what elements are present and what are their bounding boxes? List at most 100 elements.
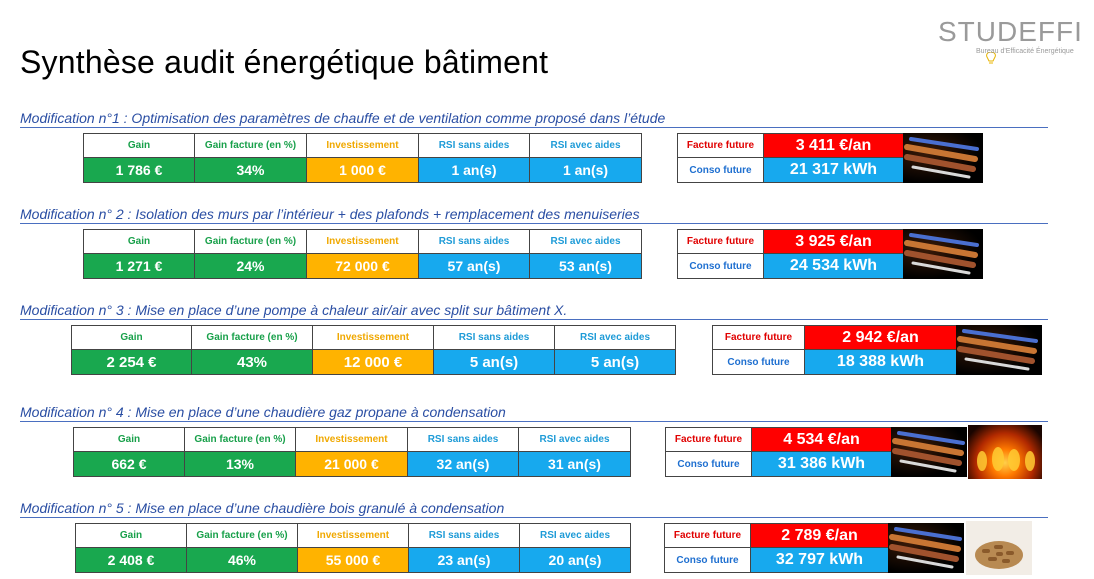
- value-conso-future: 31 386 kWh: [751, 451, 892, 477]
- value-rsi-avec-aides: 31 an(s): [518, 451, 631, 477]
- value-facture-future: 2 789 €/an: [750, 523, 889, 548]
- header-gain-facture: Gain facture (en %): [194, 229, 307, 254]
- modification-5-table: Gain Gain facture (en %) Investissement …: [75, 523, 631, 573]
- value-gain-facture: 13%: [184, 451, 296, 477]
- label-facture-future: Facture future: [665, 427, 752, 452]
- value-facture-future: 2 942 €/an: [804, 325, 957, 350]
- value-gain-facture: 46%: [186, 547, 298, 573]
- logo-subtitle: Bureau d'Efficacité Énergétique: [976, 48, 1074, 55]
- value-conso-future: 24 534 kWh: [763, 253, 904, 279]
- header-rsi-avec-aides: RSI avec aides: [519, 523, 631, 548]
- header-rsi-avec-aides: RSI avec aides: [554, 325, 676, 350]
- page-title: Synthèse audit énergétique bâtiment: [20, 44, 549, 80]
- value-investissement: 12 000 €: [312, 349, 434, 375]
- value-gain-facture: 34%: [194, 157, 307, 183]
- value-gain-facture: 43%: [191, 349, 313, 375]
- value-facture-future: 3 925 €/an: [763, 229, 904, 254]
- value-conso-future: 21 317 kWh: [763, 157, 904, 183]
- label-conso-future: Conso future: [664, 547, 751, 573]
- header-gain: Gain: [75, 523, 187, 548]
- value-rsi-sans-aides: 1 an(s): [418, 157, 530, 183]
- value-rsi-sans-aides: 57 an(s): [418, 253, 530, 279]
- modification-3-table: Gain Gain facture (en %) Investissement …: [71, 325, 676, 375]
- value-gain-facture: 24%: [194, 253, 307, 279]
- header-gain-facture: Gain facture (en %): [194, 133, 307, 158]
- value-rsi-sans-aides: 23 an(s): [408, 547, 520, 573]
- lightbulb-icon: [986, 52, 996, 64]
- modification-4-title: Modification n° 4 : Mise en place d’une …: [20, 404, 506, 420]
- modification-2-title: Modification n° 2 : Isolation des murs p…: [20, 206, 640, 222]
- value-conso-future: 32 797 kWh: [750, 547, 889, 573]
- value-gain: 1 786 €: [83, 157, 195, 183]
- label-conso-future: Conso future: [712, 349, 805, 375]
- modification-1-title: Modification n°1 : Optimisation des para…: [20, 110, 666, 126]
- header-gain: Gain: [83, 229, 195, 254]
- value-rsi-sans-aides: 5 an(s): [433, 349, 555, 375]
- value-investissement: 1 000 €: [306, 157, 419, 183]
- header-investissement: Investissement: [306, 133, 419, 158]
- label-facture-future: Facture future: [677, 229, 764, 254]
- value-rsi-avec-aides: 53 an(s): [529, 253, 642, 279]
- value-gain: 2 408 €: [75, 547, 187, 573]
- header-investissement: Investissement: [306, 229, 419, 254]
- studeffi-logo: STUDEFFI Bureau d'Efficacité Énergétique: [936, 14, 1082, 64]
- value-investissement: 21 000 €: [295, 451, 408, 477]
- header-rsi-sans-aides: RSI sans aides: [408, 523, 520, 548]
- gas-flame-image: [968, 425, 1042, 479]
- value-rsi-avec-aides: 5 an(s): [554, 349, 676, 375]
- header-rsi-avec-aides: RSI avec aides: [529, 229, 642, 254]
- value-rsi-sans-aides: 32 an(s): [407, 451, 519, 477]
- modification-4-table: Gain Gain facture (en %) Investissement …: [73, 427, 631, 477]
- divider: [20, 127, 1048, 128]
- copper-pipes-image: [903, 133, 983, 183]
- value-investissement: 72 000 €: [306, 253, 419, 279]
- value-gain: 662 €: [73, 451, 185, 477]
- label-facture-future: Facture future: [677, 133, 764, 158]
- modification-5-title: Modification n° 5 : Mise en place d’une …: [20, 500, 505, 516]
- label-conso-future: Conso future: [677, 253, 764, 279]
- header-rsi-sans-aides: RSI sans aides: [418, 229, 530, 254]
- header-gain: Gain: [83, 133, 195, 158]
- value-rsi-avec-aides: 20 an(s): [519, 547, 631, 573]
- copper-pipes-image: [888, 523, 964, 573]
- modification-3-title: Modification n° 3 : Mise en place d’une …: [20, 302, 568, 318]
- header-investissement: Investissement: [312, 325, 434, 350]
- header-rsi-sans-aides: RSI sans aides: [433, 325, 555, 350]
- label-conso-future: Conso future: [665, 451, 752, 477]
- label-facture-future: Facture future: [712, 325, 805, 350]
- header-gain: Gain: [73, 427, 185, 452]
- logo-text: STUDEFFI: [938, 16, 1083, 47]
- header-gain-facture: Gain facture (en %): [186, 523, 298, 548]
- modification-1-future-table: Facture future 3 411 €/an Conso future 2…: [677, 133, 904, 183]
- modification-1-table: Gain Gain facture (en %) Investissement …: [83, 133, 642, 183]
- value-facture-future: 4 534 €/an: [751, 427, 892, 452]
- value-investissement: 55 000 €: [297, 547, 409, 573]
- modification-2-future-table: Facture future 3 925 €/an Conso future 2…: [677, 229, 904, 279]
- value-gain: 1 271 €: [83, 253, 195, 279]
- modification-2-table: Gain Gain facture (en %) Investissement …: [83, 229, 642, 279]
- copper-pipes-image: [956, 325, 1042, 375]
- value-rsi-avec-aides: 1 an(s): [529, 157, 642, 183]
- header-gain: Gain: [71, 325, 192, 350]
- label-conso-future: Conso future: [677, 157, 764, 183]
- header-investissement: Investissement: [297, 523, 409, 548]
- header-rsi-sans-aides: RSI sans aides: [418, 133, 530, 158]
- header-rsi-avec-aides: RSI avec aides: [518, 427, 631, 452]
- divider: [20, 319, 1048, 320]
- copper-pipes-image: [891, 427, 967, 477]
- copper-pipes-image: [903, 229, 983, 279]
- header-investissement: Investissement: [295, 427, 408, 452]
- header-rsi-sans-aides: RSI sans aides: [407, 427, 519, 452]
- header-gain-facture: Gain facture (en %): [184, 427, 296, 452]
- modification-3-future-table: Facture future 2 942 €/an Conso future 1…: [712, 325, 957, 375]
- header-rsi-avec-aides: RSI avec aides: [529, 133, 642, 158]
- value-gain: 2 254 €: [71, 349, 192, 375]
- value-conso-future: 18 388 kWh: [804, 349, 957, 375]
- wood-pellets-image: [966, 521, 1032, 575]
- modification-5-future-table: Facture future 2 789 €/an Conso future 3…: [664, 523, 889, 573]
- header-gain-facture: Gain facture (en %): [191, 325, 313, 350]
- value-facture-future: 3 411 €/an: [763, 133, 904, 158]
- divider: [20, 517, 1048, 518]
- divider: [20, 223, 1048, 224]
- label-facture-future: Facture future: [664, 523, 751, 548]
